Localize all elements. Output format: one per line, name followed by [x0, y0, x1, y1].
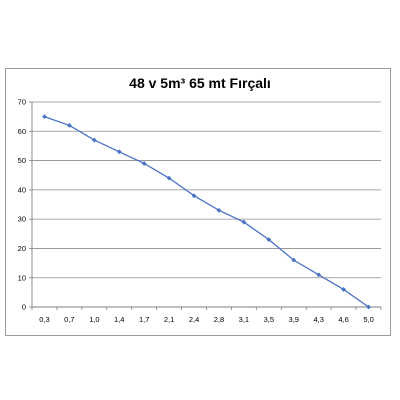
x-tick-label: 3,9: [289, 315, 299, 324]
x-tick-label: 5,0: [363, 315, 373, 324]
x-tick-label: 0,7: [64, 315, 74, 324]
series-line: [44, 116, 369, 308]
x-tick-label: 4,6: [338, 315, 348, 324]
data-point-marker: [91, 137, 97, 143]
y-axis-tick-labels: 0 10 20 30 40 50 60 70: [18, 98, 26, 312]
y-tick-label: 50: [18, 156, 26, 165]
data-point-marker: [116, 149, 122, 155]
y-tick-label: 70: [18, 98, 26, 107]
gridlines: [32, 101, 381, 279]
x-tick-label: 3,5: [264, 315, 274, 324]
series: [42, 114, 371, 310]
y-tick-label: 30: [18, 215, 26, 224]
x-tick-label: 2,1: [164, 315, 174, 324]
data-point-marker: [366, 304, 371, 310]
y-tick-label: 20: [18, 244, 26, 253]
x-tick-label: 2,8: [214, 315, 224, 324]
data-point-marker: [216, 207, 222, 213]
data-point-marker: [42, 114, 47, 120]
data-point-marker: [341, 287, 347, 292]
x-axis-tick-labels: 0,3 0,7 1,0 1,4 1,7 2,1 2,4 2,8 3,1 3,5 3,9 4,3 4,6 5…: [39, 315, 374, 324]
x-tick-label: 1,4: [114, 315, 124, 324]
y-tick-label: 0: [22, 303, 26, 312]
data-point-marker: [266, 237, 272, 243]
data-point-marker: [66, 123, 72, 128]
y-tick-label: 10: [18, 273, 26, 282]
x-tick-label: 2,4: [189, 315, 199, 324]
x-tick-label: 0,3: [39, 315, 49, 324]
x-tick-label: 1,0: [89, 315, 99, 324]
data-point-marker: [166, 175, 172, 181]
y-tick-label: 40: [18, 185, 26, 194]
data-point-marker: [316, 272, 322, 278]
x-tick-label: 1,7: [139, 315, 149, 324]
axes: [29, 101, 382, 310]
y-tick-label: 60: [18, 127, 26, 136]
data-point-marker: [191, 193, 197, 199]
x-tick-label: 3,1: [239, 315, 249, 324]
chart-frame: [5, 68, 391, 336]
x-tick-label: 4,3: [313, 315, 323, 324]
data-point-marker: [241, 219, 247, 225]
data-point-marker: [141, 161, 147, 166]
chart-title: 48 v 5m³ 65 mt Fırçalı: [129, 75, 271, 91]
data-point-marker: [291, 257, 297, 263]
